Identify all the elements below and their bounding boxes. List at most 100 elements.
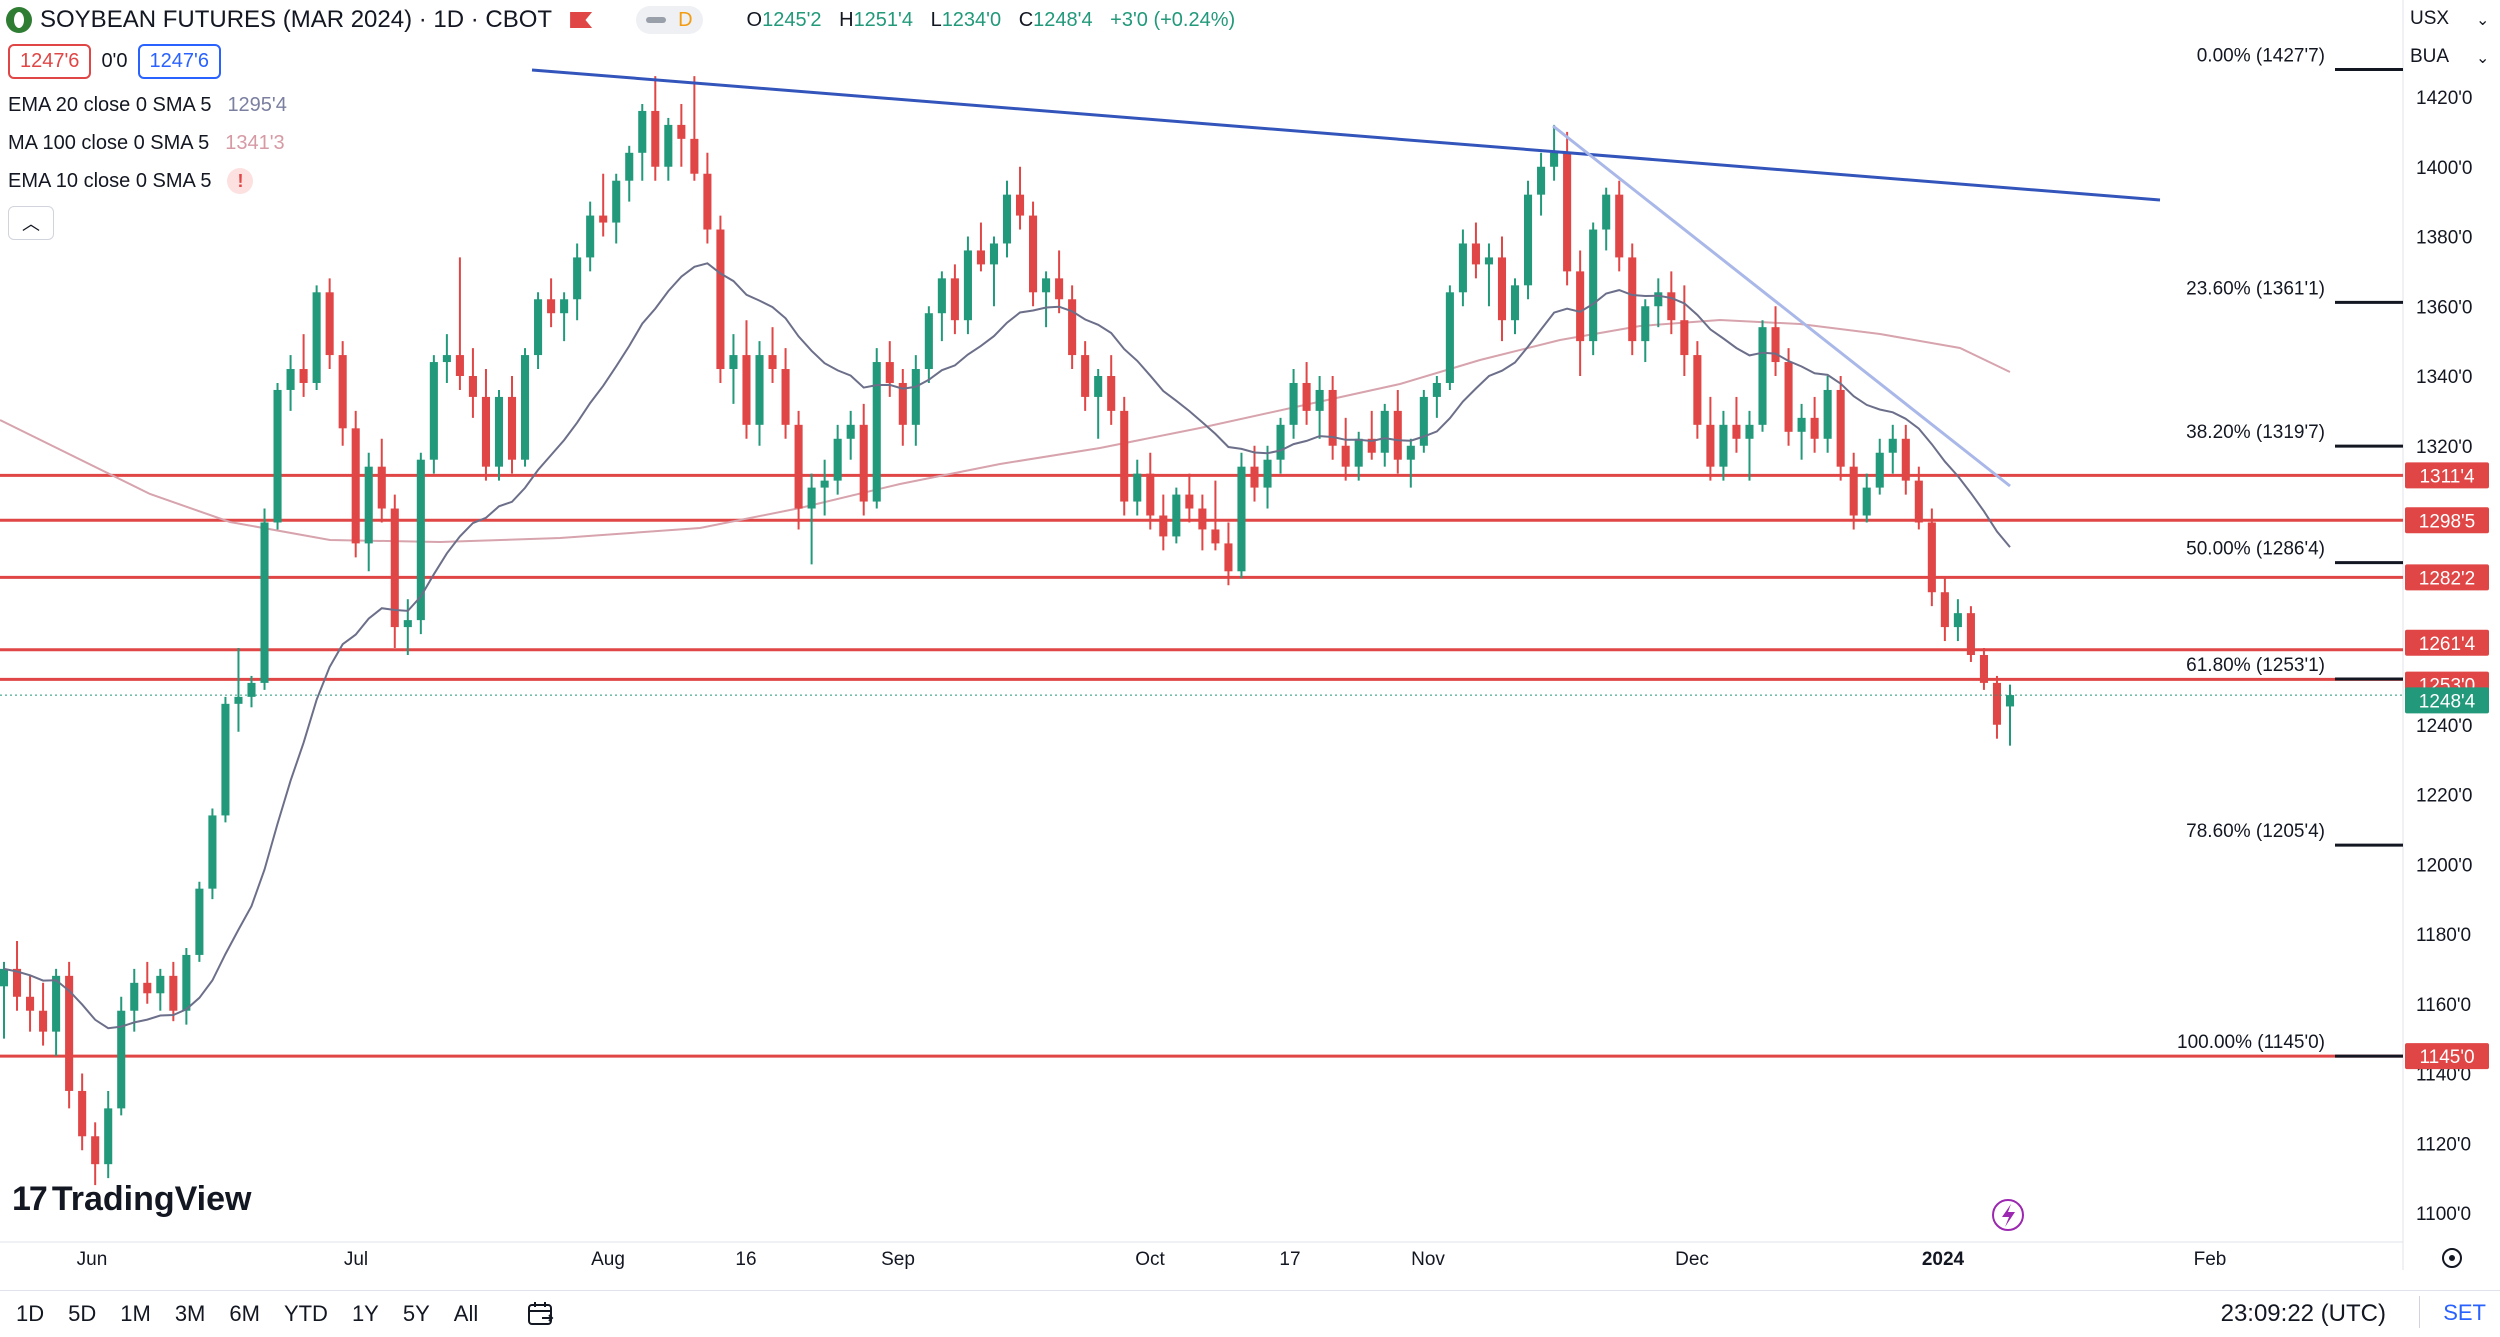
candle-body bbox=[599, 215, 608, 223]
price-chart[interactable]: 1420'0 1400'0 1380'0 1360'0 1340'0 1320'0 1240… bbox=[0, 0, 2500, 1290]
ohlc-low-label: L bbox=[930, 8, 942, 31]
chevron-down-icon[interactable]: ⌄ bbox=[2476, 50, 2490, 67]
candle-body bbox=[742, 355, 751, 425]
candle-body bbox=[403, 620, 412, 628]
x-tick-label: Jul bbox=[344, 1249, 368, 1270]
hline-price-label-bg bbox=[2405, 564, 2489, 591]
trendline-light bbox=[1552, 124, 2011, 488]
tradingview-logo-text: TradingView bbox=[51, 1180, 252, 1218]
candle-body bbox=[1237, 466, 1246, 572]
candle-body bbox=[1354, 438, 1363, 467]
timeframe-1m-button[interactable]: 1M bbox=[120, 1301, 151, 1326]
candle-body bbox=[286, 369, 295, 390]
hline-price-label: 1145'0 bbox=[2419, 1047, 2474, 1068]
candle-body bbox=[1002, 194, 1012, 244]
currency-selector[interactable]: USX bbox=[2410, 8, 2449, 30]
candle-body bbox=[1510, 285, 1520, 321]
candle-body bbox=[1979, 655, 1988, 683]
ohlc-open: 1245'2 bbox=[762, 8, 822, 31]
minus-bar-icon bbox=[646, 17, 667, 23]
interval-pill[interactable]: D bbox=[636, 6, 703, 34]
timeframe-6m-button[interactable]: 6M bbox=[229, 1301, 260, 1326]
lightning-icon-ring bbox=[1992, 1199, 2024, 1231]
candle-body bbox=[338, 355, 347, 429]
indicator-label: EMA 20 close 0 SMA 5 bbox=[8, 94, 212, 116]
buy-price-button[interactable]: 1247'6 bbox=[137, 44, 221, 79]
indicator-ema10[interactable]: EMA 10 close 0 SMA 5! bbox=[8, 168, 254, 194]
candle-body bbox=[729, 355, 738, 370]
candle-body bbox=[494, 396, 504, 467]
candle-body bbox=[1667, 292, 1676, 321]
timeframe-3m-button[interactable]: 3M bbox=[174, 1301, 206, 1326]
indicator-label: EMA 10 close 0 SMA 5 bbox=[8, 169, 212, 192]
x-tick-label: Dec bbox=[1675, 1249, 1709, 1270]
candle-body bbox=[573, 257, 582, 300]
candle-body bbox=[1198, 508, 1207, 530]
candle-body bbox=[195, 888, 204, 955]
x-tick-label: Nov bbox=[1411, 1249, 1445, 1270]
candle-body bbox=[1901, 438, 1910, 481]
candle-body bbox=[39, 1010, 48, 1032]
candle-body bbox=[781, 369, 790, 425]
settlement-button[interactable]: SET bbox=[2443, 1300, 2486, 1325]
y-tick-label: 1320'0 bbox=[2416, 437, 2472, 458]
hline-price-label-bg bbox=[2405, 462, 2489, 489]
candle-body bbox=[937, 278, 946, 314]
candle-body bbox=[312, 292, 321, 383]
candle-body bbox=[208, 815, 217, 889]
candle-body bbox=[91, 1136, 100, 1165]
candle-body bbox=[1172, 494, 1181, 537]
candle-body bbox=[716, 229, 725, 370]
warning-icon[interactable]: ! bbox=[227, 168, 254, 194]
candle-body bbox=[429, 362, 438, 460]
candle-body bbox=[1276, 424, 1285, 460]
candle-body bbox=[872, 362, 881, 502]
calendar-range-icon[interactable] bbox=[526, 1301, 556, 1327]
indicator-label: MA 100 close 0 SMA 5 bbox=[8, 132, 210, 154]
ohlc-high: 1251'4 bbox=[853, 8, 913, 31]
candle-body bbox=[1914, 480, 1923, 523]
candle-body bbox=[1537, 166, 1546, 195]
candle-body bbox=[468, 376, 477, 397]
collapse-legend-button[interactable]: ︿ bbox=[8, 206, 54, 240]
candle-body bbox=[12, 968, 22, 997]
tradingview-mark-icon: 17 bbox=[12, 1180, 48, 1218]
tradingview-logo[interactable]: 17 TradingView bbox=[12, 1180, 251, 1219]
candle-body bbox=[325, 292, 334, 356]
candle-body bbox=[989, 243, 999, 265]
timeframe-1d-button[interactable]: 1D bbox=[16, 1301, 45, 1326]
timeframe-1y-button[interactable]: 1Y bbox=[351, 1301, 379, 1326]
unit-selector[interactable]: BUA bbox=[2410, 46, 2449, 68]
fib-level-label: 0.00% (1427'7) bbox=[2197, 46, 2325, 67]
candle-body bbox=[1068, 299, 1077, 356]
candle-body bbox=[247, 682, 256, 697]
candle-body bbox=[364, 466, 373, 544]
utc-clock[interactable]: 23:09:22 (UTC) bbox=[2220, 1300, 2386, 1327]
symbol-title[interactable]: SOYBEAN FUTURES (MAR 2024) · 1D · CBOT bbox=[40, 6, 553, 33]
timeframe-5d-button[interactable]: 5D bbox=[68, 1301, 97, 1326]
y-tick-label: 1140'0 bbox=[2416, 1065, 2471, 1086]
candle-body bbox=[182, 954, 191, 1011]
ohlc-high-label: H bbox=[839, 8, 854, 31]
candle-body bbox=[1107, 376, 1116, 411]
candle-body bbox=[1328, 389, 1337, 446]
chevron-down-icon[interactable]: ⌄ bbox=[2476, 12, 2490, 29]
sell-price-button[interactable]: 1247'6 bbox=[8, 44, 92, 79]
indicator-ma100[interactable]: MA 100 close 0 SMA 5 1341'3 bbox=[8, 132, 285, 155]
candle-body bbox=[885, 362, 894, 383]
gear-icon bbox=[2442, 1248, 2462, 1268]
timeframe-all-button[interactable]: All bbox=[453, 1301, 479, 1326]
y-tick-label: 1120'0 bbox=[2416, 1134, 2471, 1155]
candle-body bbox=[1823, 389, 1832, 439]
candle-body bbox=[1589, 229, 1598, 342]
candle-body bbox=[833, 438, 842, 481]
candle-body bbox=[351, 428, 360, 544]
flag-icon[interactable] bbox=[570, 12, 593, 28]
timeframe-5y-button[interactable]: 5Y bbox=[402, 1301, 430, 1326]
indicator-ema20[interactable]: EMA 20 close 0 SMA 5 1295'4 bbox=[8, 94, 287, 117]
candle-body bbox=[1250, 466, 1259, 488]
y-tick-label: 1100'0 bbox=[2416, 1204, 2471, 1225]
candle-body bbox=[859, 424, 868, 502]
candle-body bbox=[260, 522, 269, 683]
timeframe-ytd-button[interactable]: YTD bbox=[283, 1301, 328, 1326]
